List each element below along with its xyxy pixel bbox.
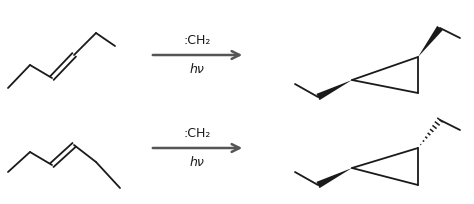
Text: hν: hν xyxy=(190,156,205,169)
Polygon shape xyxy=(317,80,352,100)
Polygon shape xyxy=(317,168,352,188)
Text: :CH₂: :CH₂ xyxy=(184,127,211,140)
Text: hν: hν xyxy=(190,63,205,76)
Polygon shape xyxy=(418,26,443,57)
Text: :CH₂: :CH₂ xyxy=(184,34,211,47)
